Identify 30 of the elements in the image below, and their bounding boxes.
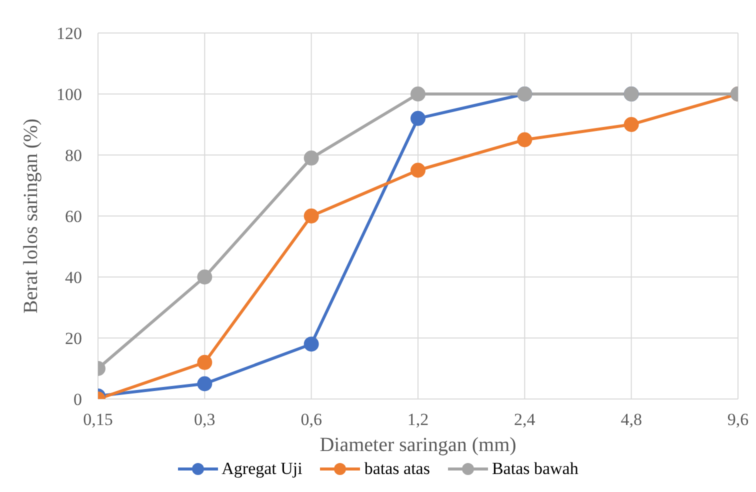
y-tick-label: 80 [65, 146, 82, 166]
x-axis-title: Diameter saringan (mm) [320, 434, 516, 456]
y-axis-title: Berat lolos saringan (%) [20, 118, 42, 314]
x-tick-label: 9,6 [727, 410, 749, 430]
x-tick-label: 0,6 [300, 410, 322, 430]
x-tick-label: 2,4 [514, 410, 536, 430]
point [410, 110, 426, 126]
legend-label: batas atas [364, 459, 430, 479]
point [517, 132, 532, 148]
x-tick-label: 0,3 [194, 410, 216, 430]
x-tick-label: 4,8 [620, 410, 642, 430]
y-tick-label: 120 [56, 24, 82, 44]
point [197, 354, 212, 370]
y-tick-label: 0 [74, 390, 82, 410]
point [197, 376, 212, 392]
y-tick-label: 100 [56, 85, 82, 104]
legend-label: Agregat Uji [222, 459, 302, 479]
point [624, 117, 639, 132]
point [197, 270, 212, 284]
y-tick-label: 20 [65, 329, 82, 348]
point [304, 336, 319, 352]
point [410, 86, 426, 102]
x-tick-label: 0,15 [83, 410, 113, 430]
y-tick-label: 60 [65, 207, 82, 226]
point [304, 150, 319, 166]
point [410, 162, 426, 178]
legend-label: Batas bawah [492, 459, 578, 479]
point [304, 208, 319, 224]
x-tick-label: 1,2 [407, 410, 429, 430]
y-tick-label: 40 [65, 268, 82, 288]
